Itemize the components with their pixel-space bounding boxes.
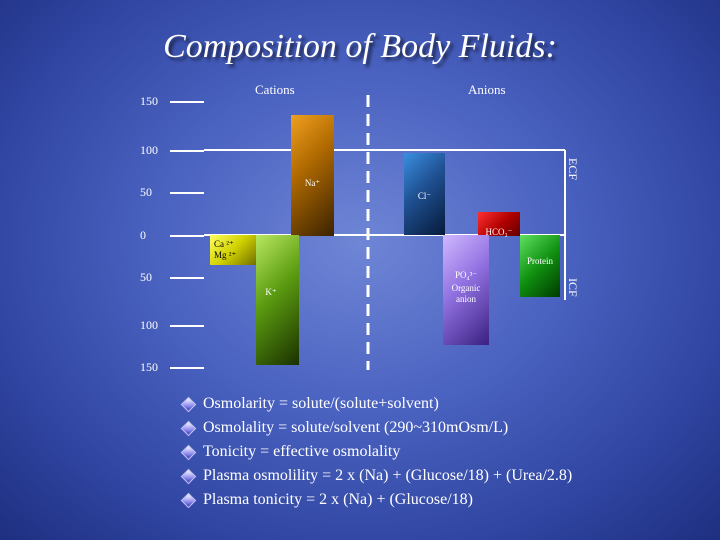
bar-cl — [404, 153, 445, 235]
label-cl: Cl⁻ — [417, 191, 432, 201]
diamond-bullet-icon — [180, 492, 197, 509]
page-title: Composition of Body Fluids: — [163, 28, 557, 65]
bar-ca-mg — [210, 235, 256, 265]
anions-header: Anions — [468, 82, 506, 97]
tick-0 — [170, 235, 204, 237]
tick-100-top — [170, 150, 204, 152]
definition-list: Osmolarity = solute/(solute+solvent) Osm… — [180, 395, 572, 515]
diamond-bullet-icon — [180, 396, 197, 413]
tick-50-bottom — [170, 277, 204, 279]
label-po4: PO₄³⁻ — [454, 270, 478, 280]
list-item: Tonicity = effective osmolality — [180, 443, 572, 467]
list-item: Plasma osmolility = 2 x (Na) + (Glucose/… — [180, 467, 572, 491]
label-ca: Ca ²⁺ — [214, 239, 234, 249]
tick-150-bottom — [170, 367, 204, 369]
label-mg: Mg ²⁺ — [214, 250, 237, 260]
label-hco3: HCO₃⁻ — [485, 227, 513, 237]
bar-na — [291, 115, 334, 236]
label-na: Na⁺ — [304, 178, 321, 188]
label-k: K⁺ — [265, 287, 277, 297]
cations-header: Cations — [255, 82, 295, 97]
y-label-50-bottom: 50 — [140, 270, 152, 284]
y-label-100-top: 100 — [140, 143, 158, 157]
list-item: Osmolality = solute/solvent (290~310mOsm… — [180, 419, 572, 443]
bar-po4-organic-anion — [443, 235, 489, 345]
diamond-bullet-icon — [180, 444, 197, 461]
y-label-150-top: 150 — [140, 94, 158, 108]
list-item: Osmolarity = solute/(solute+solvent) — [180, 395, 572, 419]
y-label-0: 0 — [140, 228, 146, 242]
y-label-50-top: 50 — [140, 185, 152, 199]
diamond-bullet-icon — [180, 420, 197, 437]
y-label-150-bottom: 150 — [140, 360, 158, 374]
diamond-bullet-icon — [180, 468, 197, 485]
label-organic: Organic — [451, 283, 481, 293]
bar-protein — [520, 235, 560, 297]
bar-hco3 — [478, 212, 520, 236]
tick-50-top — [170, 192, 204, 194]
y-label-100-bottom: 100 — [140, 318, 158, 332]
label-anion: anion — [456, 294, 476, 304]
label-protein: Protein — [527, 256, 553, 266]
tick-150-top — [170, 101, 204, 103]
tick-100-bottom — [170, 325, 204, 327]
ecf-label: ECF — [566, 158, 580, 181]
bar-k — [256, 235, 299, 365]
list-item: Plasma tonicity = 2 x (Na) + (Glucose/18… — [180, 491, 572, 515]
icf-label: ICF — [566, 278, 580, 297]
